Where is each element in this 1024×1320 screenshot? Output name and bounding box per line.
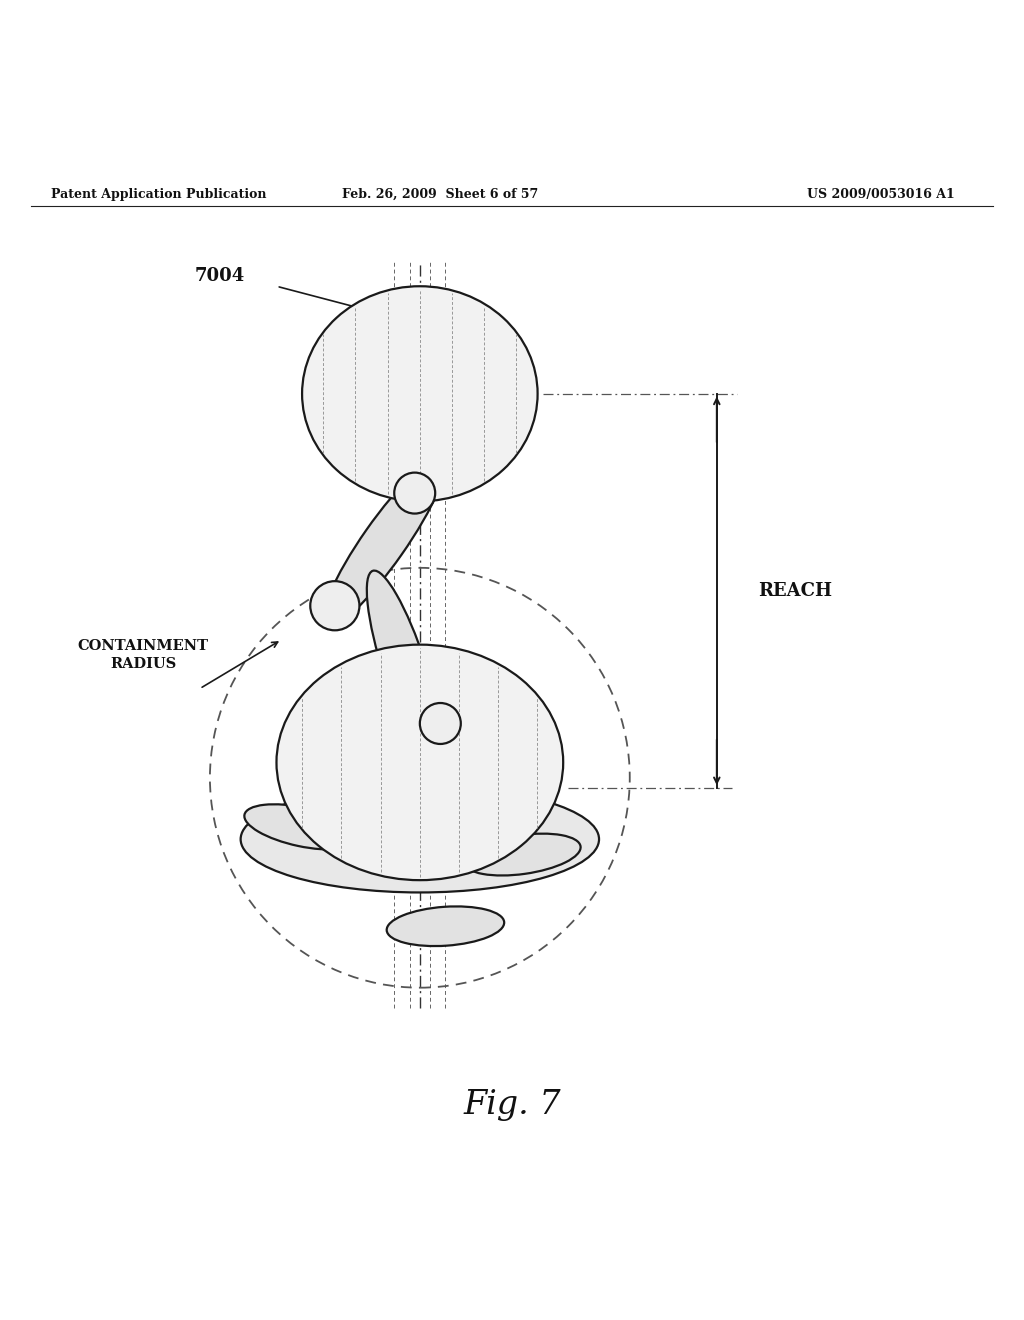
Ellipse shape [387,907,504,946]
Text: Fig. 7: Fig. 7 [463,1089,561,1122]
Ellipse shape [241,785,599,892]
Text: CONTAINMENT
RADIUS: CONTAINMENT RADIUS [78,639,209,671]
Text: US 2009/0053016 A1: US 2009/0053016 A1 [807,187,954,201]
Text: REACH: REACH [758,582,831,599]
Text: Feb. 26, 2009  Sheet 6 of 57: Feb. 26, 2009 Sheet 6 of 57 [342,187,539,201]
Ellipse shape [464,834,581,875]
Circle shape [394,473,435,513]
Ellipse shape [323,458,445,627]
Circle shape [420,704,461,744]
Ellipse shape [245,804,359,850]
Ellipse shape [367,570,442,766]
Ellipse shape [276,644,563,880]
Ellipse shape [302,286,538,502]
Circle shape [310,581,359,631]
Text: 7004: 7004 [195,267,246,285]
Text: Patent Application Publication: Patent Application Publication [51,187,266,201]
